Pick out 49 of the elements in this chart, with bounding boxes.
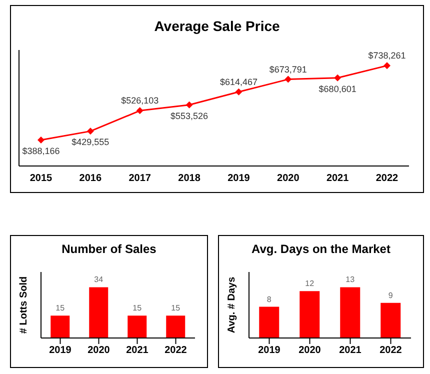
x-tick-label: 2015	[30, 173, 53, 184]
data-label: $388,166	[22, 146, 60, 156]
data-label: 12	[305, 279, 315, 288]
bar	[300, 291, 320, 338]
x-tick-label: 2022	[380, 345, 402, 356]
data-label: $614,467	[220, 76, 258, 87]
data-label: $673,791	[269, 64, 307, 74]
x-tick-label: 2016	[79, 173, 102, 184]
x-tick-label: 2020	[298, 345, 322, 356]
point	[38, 136, 44, 144]
x-tick-label: 2021	[126, 345, 149, 356]
x-tick-label: 2021	[339, 345, 362, 356]
y-axis-title: Avg. # Days	[226, 276, 238, 334]
bar	[380, 302, 401, 338]
point	[384, 62, 390, 70]
chart-title: Number of Sales	[60, 242, 158, 258]
x-tick-label: 2022	[164, 345, 188, 356]
point	[235, 88, 242, 96]
data-label: $526,103	[121, 96, 159, 106]
point	[284, 76, 292, 83]
point	[136, 107, 144, 114]
chart-title: Average Sale Price	[153, 18, 281, 36]
x-tick-label: 2019	[49, 345, 72, 356]
data-label: 15	[56, 304, 66, 313]
data-label: 8	[266, 294, 272, 304]
x-tick-label: 2019	[258, 345, 281, 356]
bar	[259, 306, 280, 338]
data-label: 15	[132, 304, 142, 313]
x-tick-label: 2020	[88, 345, 110, 356]
data-label: 34	[94, 275, 104, 284]
data-label: 13	[346, 275, 356, 284]
x-tick-label: 2020	[277, 173, 300, 184]
point	[334, 74, 342, 82]
y-axis-title: # Lotts Sold	[18, 276, 30, 334]
data-label: $429,555	[72, 137, 110, 148]
data-label: $738,261	[368, 50, 406, 61]
data-label: 9	[388, 290, 394, 300]
x-tick-label: 2019	[228, 173, 250, 184]
x-tick-label: 2022	[376, 173, 399, 184]
chart-title: Avg. Days on the Market	[250, 242, 392, 258]
data-label: $553,526	[170, 110, 208, 121]
point	[186, 101, 193, 108]
x-tick-label: 2018	[178, 173, 201, 184]
x-tick-label: 2021	[326, 173, 350, 184]
point	[86, 128, 94, 135]
x-tick-label: 2017	[128, 173, 152, 184]
bar	[340, 287, 360, 338]
data-label: 15	[171, 304, 181, 313]
data-label: $680,601	[318, 84, 356, 94]
